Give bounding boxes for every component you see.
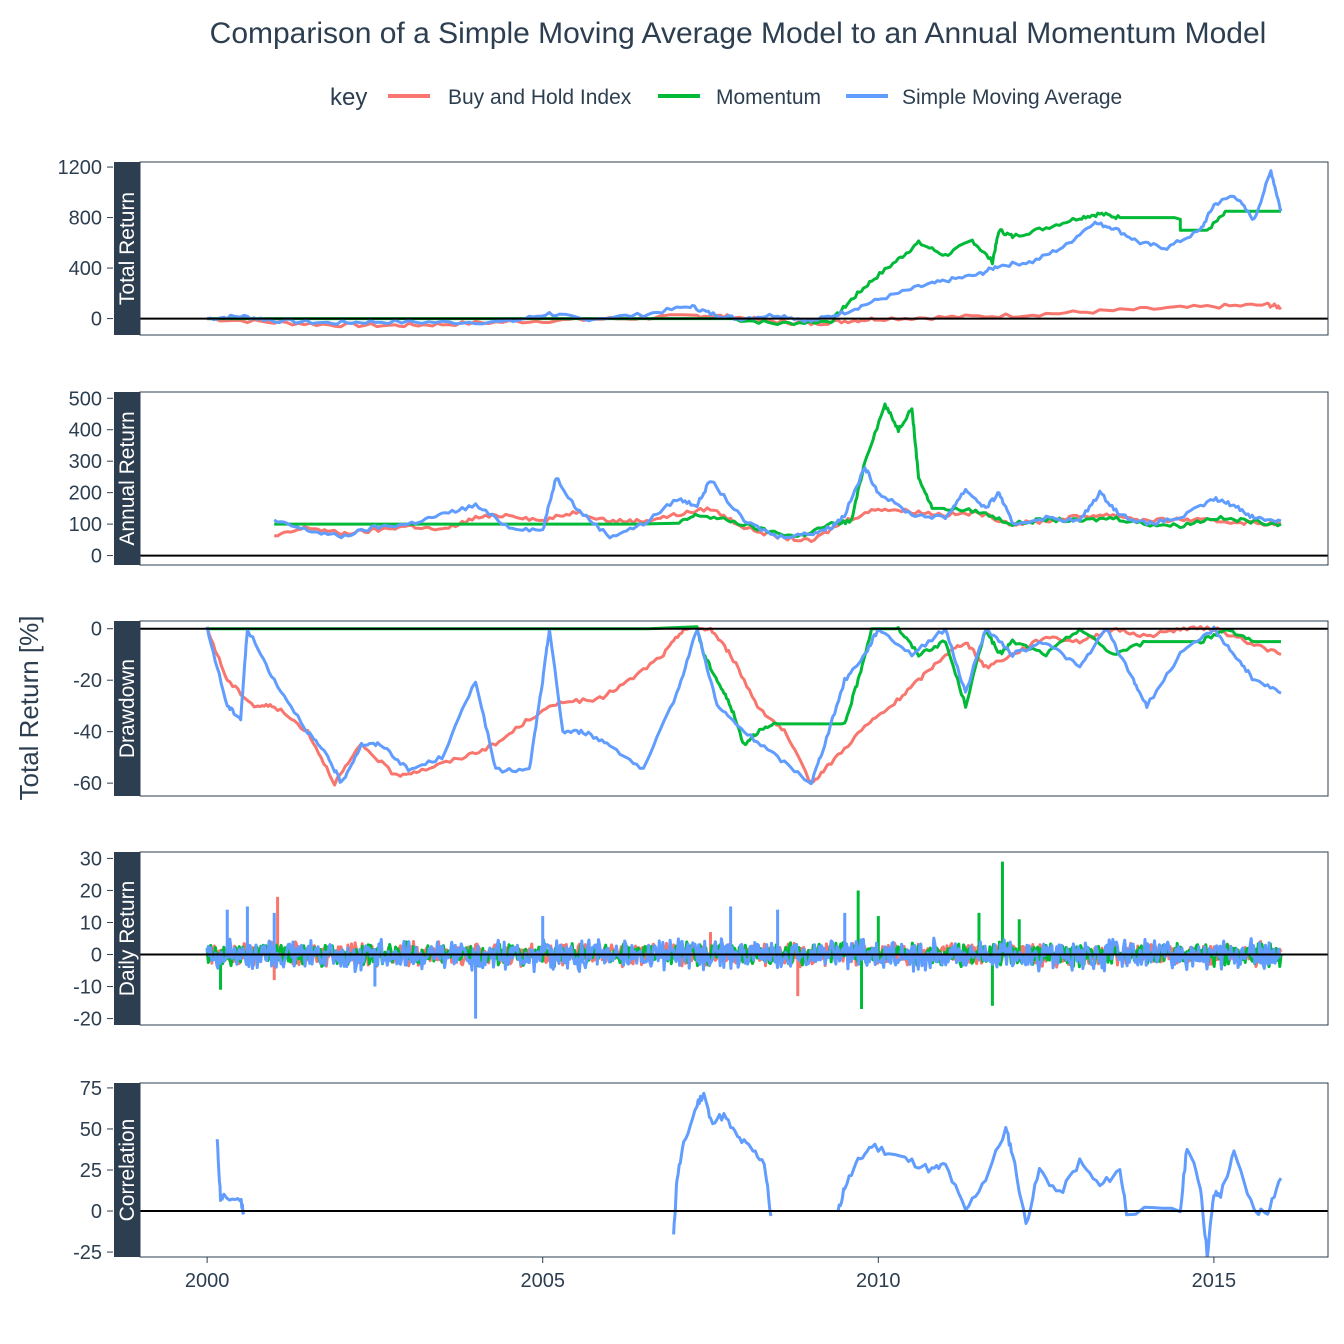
- panel-lines: [206, 169, 1283, 329]
- series-line-simple-moving-average: [836, 1126, 1283, 1257]
- panel-strip-3: [114, 852, 140, 1025]
- legend-label-1: Momentum: [716, 86, 821, 109]
- chart-title: Comparison of a Simple Moving Average Mo…: [210, 17, 1267, 50]
- series-line-simple-moving-average: [672, 1091, 773, 1235]
- y-tick-label: 50: [80, 1119, 102, 1141]
- y-tick-label: -20: [73, 1009, 102, 1031]
- series-line-momentum: [207, 625, 1281, 747]
- y-tick-label: 0: [91, 546, 102, 568]
- legend: key Buy and Hold Index Momentum Simple Movi…: [330, 84, 1122, 111]
- y-tick-label: 200: [69, 483, 102, 505]
- y-tick-label: 300: [69, 451, 102, 473]
- y-tick-label: 0: [91, 945, 102, 967]
- panel-strip-1: [114, 392, 140, 565]
- panel-strip-label: Drawdown: [116, 659, 139, 758]
- panel-border: [139, 851, 1329, 1026]
- y-tick-label: 1200: [58, 157, 103, 179]
- x-tick-label: 2000: [185, 1270, 230, 1292]
- panel-strip-label: Daily Return: [116, 881, 139, 997]
- y-tick-label: 25: [80, 1160, 102, 1182]
- series-line-simple-moving-average: [215, 1139, 246, 1216]
- y-tick-label: -40: [73, 722, 102, 744]
- panel-4: Correlation 75 50 25 0 -25: [73, 1078, 1329, 1264]
- panel-border: [139, 161, 1329, 336]
- panel-strip-0: [114, 162, 140, 335]
- y-tick-label: 0: [91, 309, 102, 331]
- series-line-momentum: [207, 209, 1281, 327]
- series-line-simple-moving-average: [205, 625, 1282, 786]
- y-tick-label: 500: [69, 388, 102, 410]
- panel-lines: [273, 402, 1282, 544]
- panel-strip-label: Annual Return: [116, 411, 139, 545]
- y-tick-label: 10: [80, 912, 102, 934]
- x-tick-label: 2015: [1192, 1270, 1237, 1292]
- panel-border: [139, 1082, 1329, 1258]
- y-tick-label: 100: [69, 514, 102, 536]
- y-tick-label: 400: [69, 258, 102, 280]
- y-tick-label: 75: [80, 1078, 102, 1100]
- series-line-buy-and-hold-index: [205, 625, 1282, 787]
- series-line-simple-moving-average: [206, 169, 1283, 326]
- panel-lines: [215, 1091, 1283, 1257]
- y-tick-label: 0: [91, 1201, 102, 1223]
- panel-1: Annual Return 0 100 200 300 400 500: [69, 388, 1329, 568]
- y-tick-label: 0: [91, 619, 102, 641]
- y-tick-label: -25: [73, 1242, 102, 1264]
- y-tick-label: -60: [73, 773, 102, 795]
- panel-border: [139, 391, 1329, 566]
- y-tick-label: -20: [73, 670, 102, 692]
- x-axis: 2000 2005 2010 2015: [185, 1257, 1236, 1292]
- panel-strip-label: Total Return: [116, 192, 139, 305]
- panel-strip-2: [114, 621, 140, 796]
- panel-lines: [205, 861, 1283, 1019]
- x-tick-label: 2010: [856, 1270, 901, 1292]
- panel-3: Daily Return 30 20 10 0 -10 -20: [73, 848, 1329, 1031]
- panel-0: Total Return 0 400 800 1200: [58, 157, 1329, 336]
- series-line-simple-moving-average: [273, 466, 1282, 540]
- legend-title: key: [330, 84, 367, 111]
- y-tick-label: -10: [73, 977, 102, 999]
- y-axis-label: Total Return [%]: [14, 616, 44, 801]
- panel-lines: [205, 625, 1282, 787]
- panel-2: Drawdown 0 -20 -40 -60: [73, 619, 1329, 797]
- x-tick-label: 2005: [520, 1270, 565, 1292]
- panel-strip-label: Correlation: [116, 1119, 139, 1222]
- panel-border: [139, 620, 1329, 797]
- legend-label-2: Simple Moving Average: [902, 86, 1122, 109]
- y-tick-label: 30: [80, 848, 102, 870]
- y-tick-label: 20: [80, 880, 102, 902]
- y-tick-label: 800: [69, 208, 102, 230]
- series-line-simple-moving-average: [205, 936, 1282, 974]
- y-tick-label: 400: [69, 420, 102, 442]
- legend-label-0: Buy and Hold Index: [448, 86, 632, 109]
- panel-strip-4: [114, 1083, 140, 1257]
